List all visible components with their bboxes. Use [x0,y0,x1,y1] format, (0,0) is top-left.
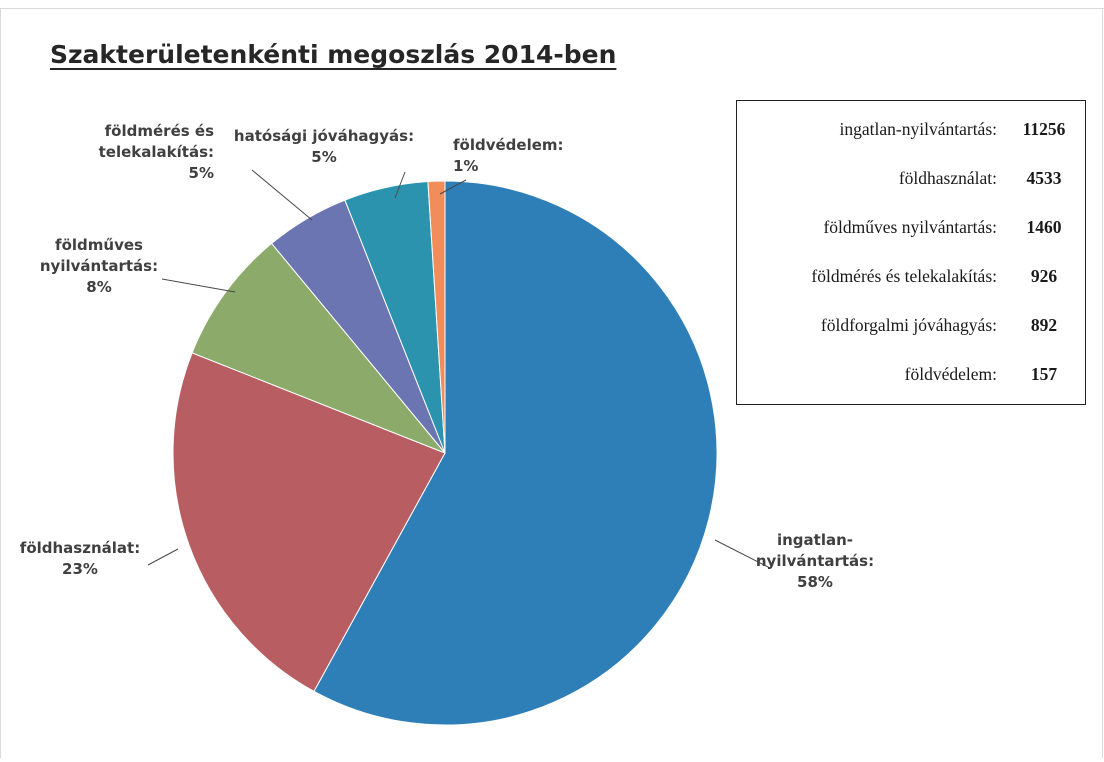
pie-slice-0 [313,180,718,726]
slice-label-4-line-0: hatósági jóváhagyás: [234,127,414,145]
slice-label-0: ingatlan-nyilvántartás: 58% [756,531,874,591]
value-table: ingatlan-nyilvántartás: 11256 földhasznála… [736,100,1086,405]
slice-label-2: földműves nyilvántartás: 8% [40,236,158,296]
slice-label-0-line-1: nyilvántartás: [756,552,874,570]
table-row: földmérés és telekalakítás: 926 [737,261,1085,291]
table-row-name: ingatlan-nyilvántartás: [839,119,997,139]
table-row: földhasználat: 4533 [737,163,1085,193]
slice-label-1-line-0: földhasználat: [20,539,140,557]
table-row-name: földhasználat: [898,168,997,188]
slice-labels: ingatlan-nyilvántartás: 58% földhasználat:… [20,122,874,591]
slice-label-4-line-1: 5% [311,148,336,166]
table-row-value: 926 [1030,266,1058,286]
leader-line-0 [714,539,771,569]
slice-label-5: földvédelem: 1% [453,136,564,175]
slice-label-5-line-1: 1% [453,157,478,175]
table-row-name: földműves nyilvántartás: [823,217,997,237]
pie-slice-2 [191,242,446,454]
table-row: földforgalmi jóváhagyás: 892 [737,310,1085,340]
slice-label-4: hatósági jóváhagyás: 5% [234,127,414,166]
leader-line-1 [147,548,179,566]
chart-title: Szakterületenkénti megoszlás 2014-ben [50,40,617,69]
table-row: földműves nyilvántartás: 1460 [737,212,1085,242]
slice-label-0-line-2: 58% [797,573,833,591]
slice-label-2-line-1: nyilvántartás: [40,257,158,275]
table-row-name: földmérés és telekalakítás: [811,266,997,286]
table-row-value: 892 [1030,315,1058,335]
slice-label-1: földhasználat: 23% [20,539,140,578]
slice-label-3: földmérés és telekalakítás: 5% [99,122,214,182]
slice-label-3-line-2: 5% [189,164,214,182]
table-row: ingatlan-nyilvántartás: 11256 [737,114,1085,144]
leader-line-2 [161,278,236,293]
leader-line-5 [439,179,467,195]
frame-left-border [0,8,1,758]
slice-label-1-line-1: 23% [62,560,98,578]
pie-slice-1 [172,352,446,693]
table-row-value: 157 [1030,364,1058,384]
pie-slice-5 [427,180,446,454]
pie-slices [172,180,718,726]
table-row-value: 1460 [1026,217,1062,237]
table-row-value: 4533 [1026,168,1062,188]
slice-label-3-line-0: földmérés és [105,122,214,140]
table-row-name: földforgalmi jóváhagyás: [820,315,997,335]
table-row-name: földvédelem: [904,364,997,384]
leader-lines [147,169,771,569]
slice-label-2-line-2: 8% [86,278,111,296]
leader-line-3 [251,169,313,221]
frame-right-border [1102,8,1103,758]
table-row: földvédelem: 157 [737,359,1085,389]
slice-label-3-line-1: telekalakítás: [99,143,214,161]
slice-label-0-line-0: ingatlan- [777,531,853,549]
leader-line-4 [394,171,406,199]
slice-label-2-line-0: földműves [55,236,143,254]
frame-top-border [0,8,1104,9]
slice-label-5-line-0: földvédelem: [453,136,564,154]
table-row-value: 11256 [1022,119,1066,139]
